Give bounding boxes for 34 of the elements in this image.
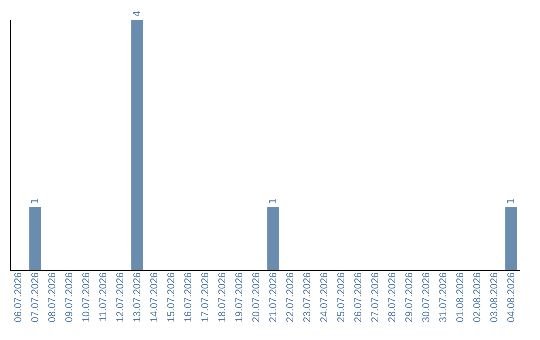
x-tick-label: 12.07.2026 (116, 272, 126, 323)
x-tick-label: 04.08.2026 (506, 272, 518, 323)
x-tick-label: 01.08.2026 (456, 272, 466, 323)
x-tick-label: 16.07.2026 (184, 272, 194, 323)
x-tick-label: 20.07.2026 (252, 272, 262, 323)
data-label: 1 (268, 198, 280, 204)
x-tick-label: 11.07.2026 (98, 272, 110, 322)
x-tick-label: 14.07.2026 (150, 272, 160, 323)
x-tick-label: 17.07.2026 (200, 272, 212, 323)
x-tick-label: 03.08.2026 (490, 272, 500, 323)
x-tick-label: 10.07.2026 (82, 272, 92, 323)
x-tick-label: 09.07.2026 (64, 272, 76, 323)
x-tick-label: 30.07.2026 (422, 272, 432, 323)
x-tick-label: 24.07.2026 (320, 272, 330, 323)
x-tick-label: 15.07.2026 (166, 272, 178, 323)
x-tick-label: 06.07.2026 (14, 272, 24, 323)
x-tick-label: 29.07.2026 (404, 272, 416, 323)
x-tick-label: 28.07.2026 (388, 272, 398, 323)
x-tick-label: 13.07.2026 (132, 272, 144, 323)
x-tick-label: 21.07.2026 (268, 272, 280, 323)
data-label: 4 (132, 10, 144, 17)
x-tick-label: 19.07.2026 (234, 272, 246, 323)
x-tick-label: 02.08.2026 (472, 272, 484, 323)
x-tick-label: 07.07.2026 (30, 272, 42, 323)
x-tick-label: 25.07.2026 (336, 272, 348, 323)
data-label: 1 (506, 198, 518, 204)
x-tick-label: 08.07.2026 (48, 272, 58, 323)
x-tick-label: 31.07.2026 (438, 272, 450, 323)
x-tick-label: 23.07.2026 (302, 272, 314, 323)
x-tick-label: 18.07.2026 (218, 272, 228, 323)
x-tick-label: 26.07.2026 (354, 272, 364, 323)
data-label: 1 (30, 198, 42, 204)
x-tick-label: 22.07.2026 (286, 272, 296, 323)
x-tick-label: 27.07.2026 (370, 272, 382, 323)
